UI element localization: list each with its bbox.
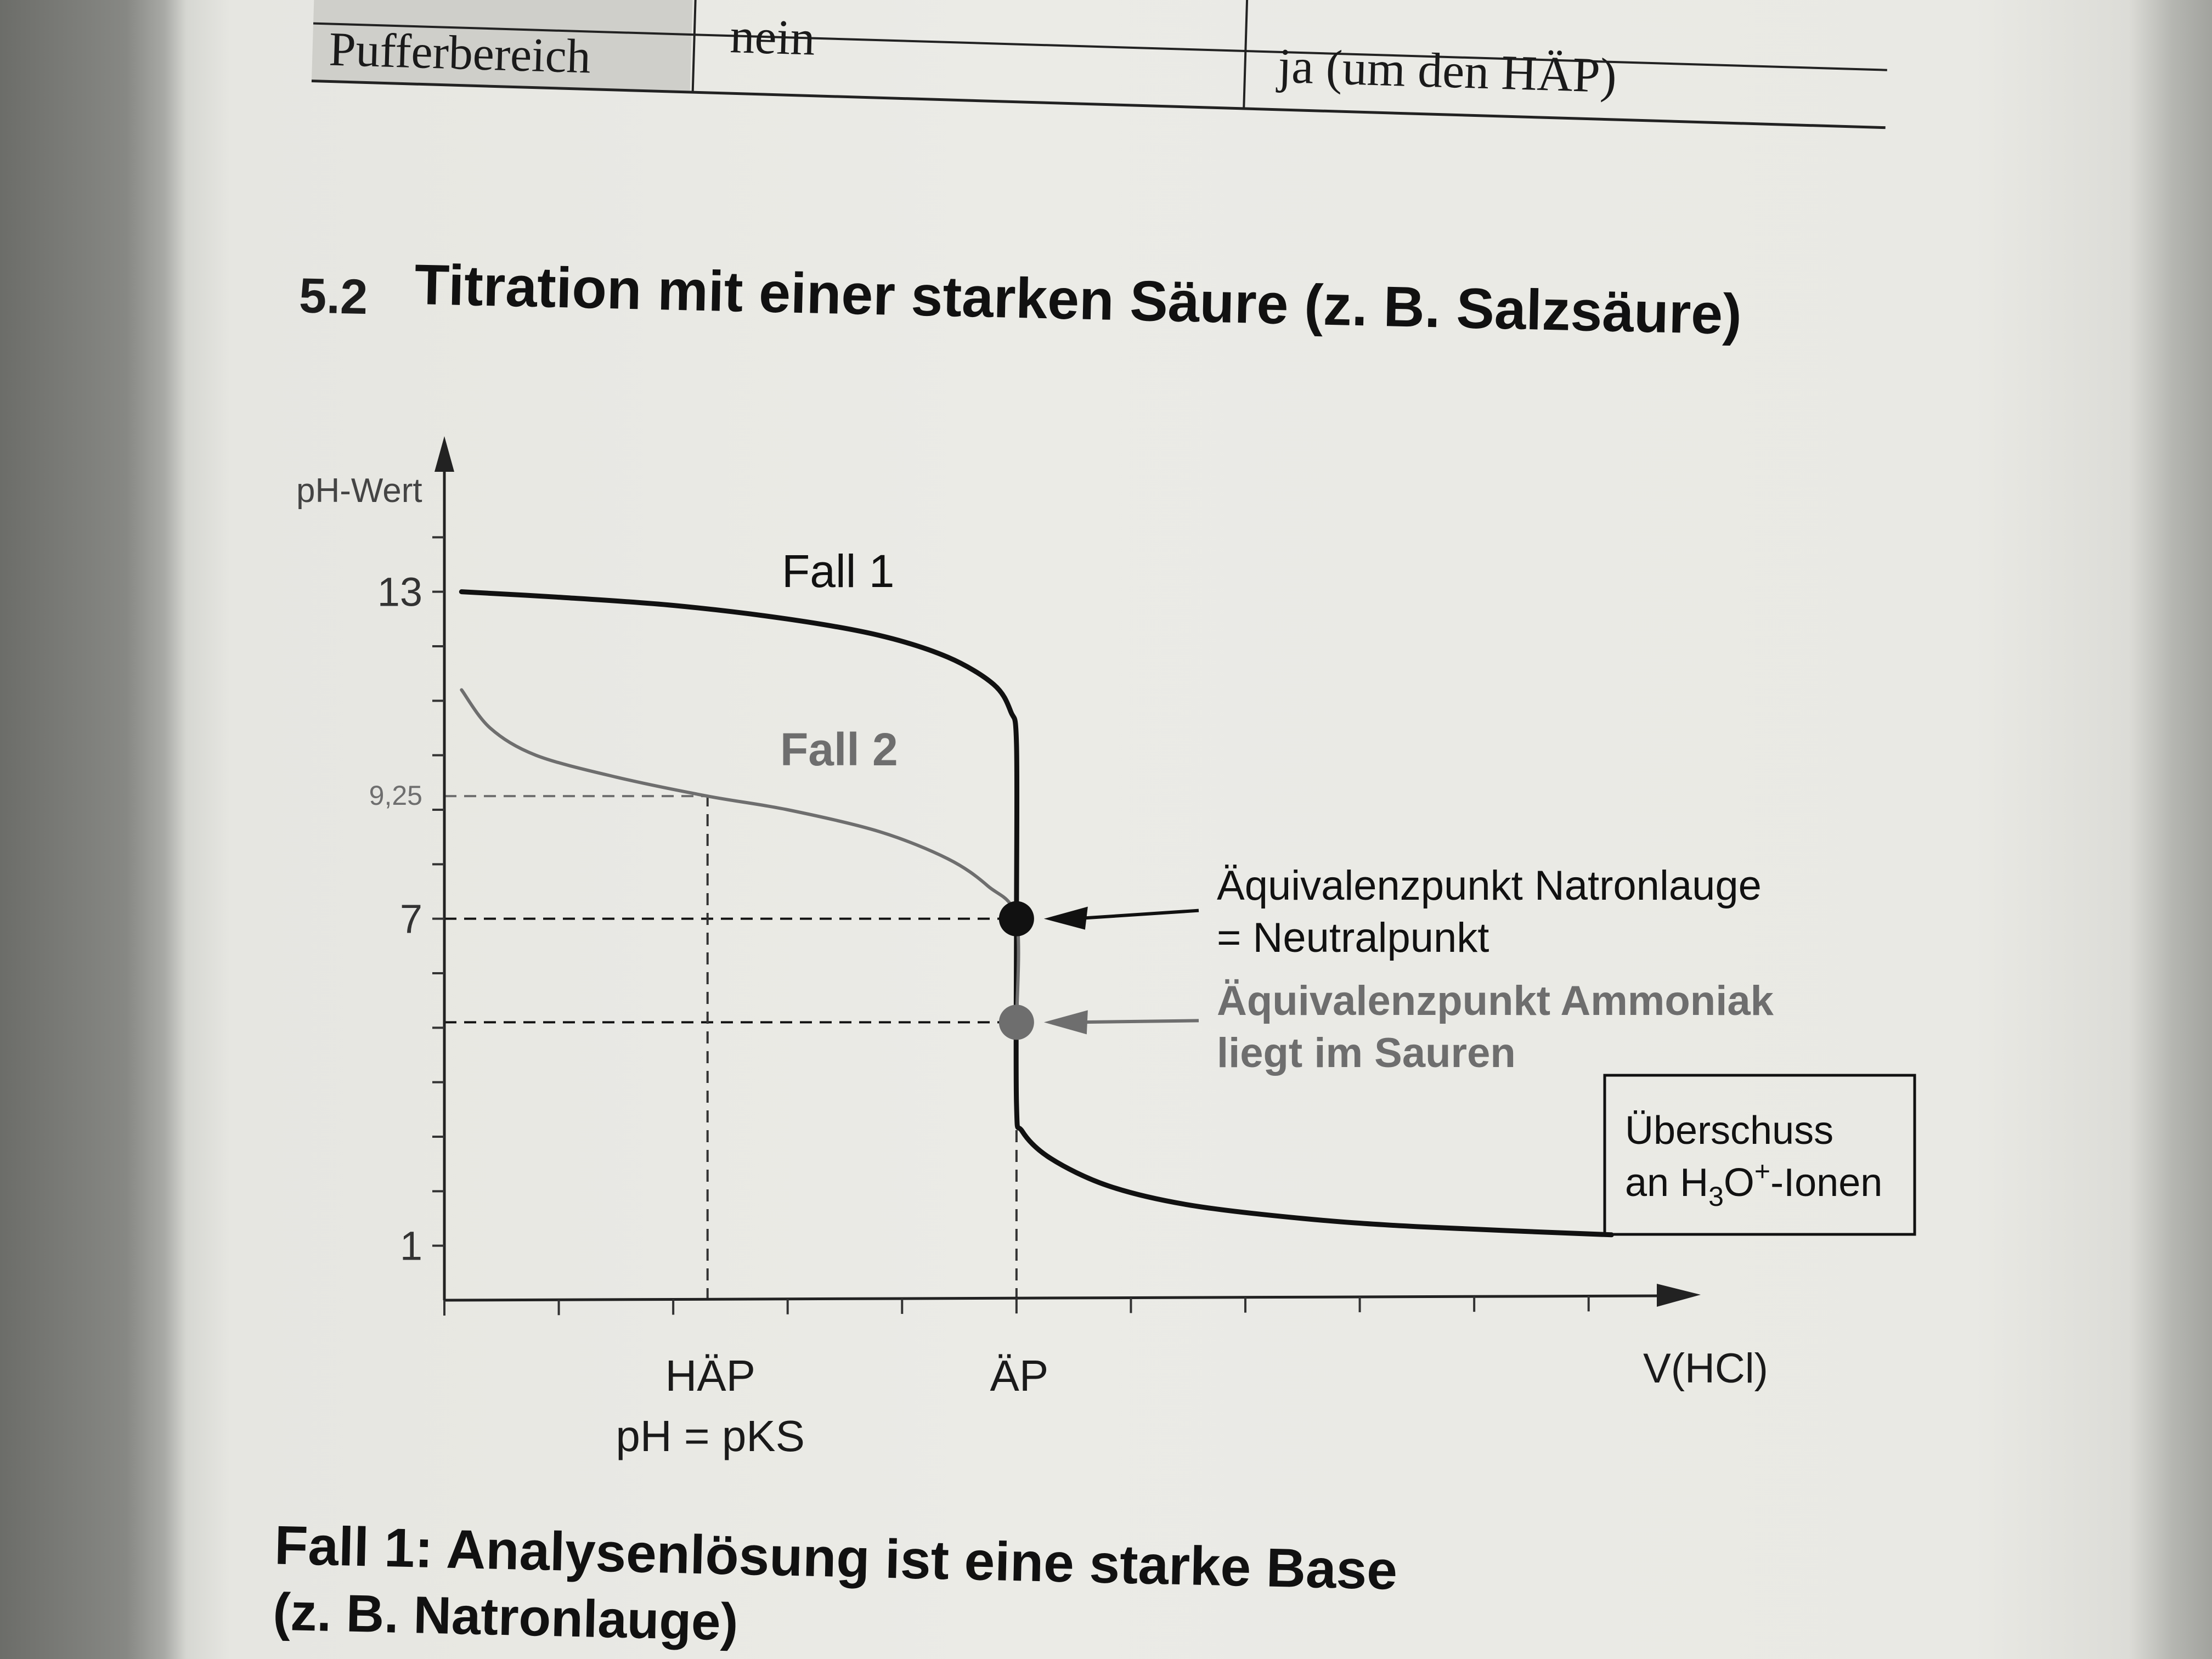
arrow-nh3-shaft (1074, 1019, 1199, 1024)
chart-series-layer (459, 589, 1614, 1238)
x-tick-label: pH = pKS (616, 1412, 805, 1460)
section-title: Titration mit einer starken Säure (z. B.… (414, 253, 1742, 347)
y-axis-label: pH-Wert (296, 472, 422, 510)
section-heading: 5.2 Titration mit einer starken Säure (z… (298, 253, 1742, 347)
series-line-fall-1 (459, 589, 1614, 1238)
table-row-divider (313, 22, 1887, 71)
reference-lines (444, 795, 1018, 1300)
table-column-divider (691, 0, 698, 93)
table-cell: ja (um den HÄP) (1276, 39, 1617, 103)
box-label-part: -Ionen (1770, 1161, 1882, 1205)
y-axis-arrow (435, 436, 454, 472)
box-label-part: O (1724, 1161, 1754, 1205)
chart-annotations: Fall 1 Fall 2 Äquivalenzpunkt Natronlauge =… (780, 545, 1916, 1236)
y-tick-label: 1 (400, 1223, 422, 1269)
annotation-aep-nh3: Äquivalenzpunkt Ammoniak (1217, 978, 1774, 1024)
arrow-naoh-head (1043, 906, 1088, 930)
equivalence-point-nh3 (998, 1005, 1034, 1040)
y-tick-label: 7 (400, 896, 422, 942)
box-label-line1: Überschuss (1625, 1109, 1833, 1153)
annotation-neutralpunkt: = Neutralpunkt (1217, 915, 1489, 961)
x-axis-arrow (1657, 1284, 1701, 1307)
series-line-fall-2 (460, 688, 1020, 1024)
series-label-fall-2: Fall 2 (780, 724, 898, 775)
annotation-aep-naoh: Äquivalenzpunkt Natronlauge (1217, 862, 1762, 909)
table-header-cell (311, 0, 695, 93)
x-axis-line (444, 1294, 1663, 1302)
table-cell: nein (729, 9, 816, 66)
table-column-divider (1243, 0, 1249, 109)
footer-heading: Fall 1: Analysenlösung ist eine starke B… (272, 1515, 1398, 1652)
y-tick-label: 13 (377, 569, 422, 615)
y-tick-label: 9,25 (369, 780, 422, 811)
x-tick-label: HÄP (665, 1351, 755, 1400)
case-subline: (z. B. Natronlauge) (272, 1582, 738, 1651)
equivalence-point-naoh (998, 901, 1034, 936)
properties-table: Pufferbereich nein ja (um den HÄP) (311, 0, 1887, 129)
table-row-label: Pufferbereich (328, 22, 591, 83)
box-label-line2: an H3O+-Ionen (1625, 1156, 1882, 1212)
arrow-nh3-head (1043, 1010, 1088, 1035)
chart-points (998, 901, 1034, 1040)
box-label-part: 3 (1708, 1181, 1724, 1212)
titration-chart: pH-Wert V(HCl) 13 9,25 7 1 HÄP pH = pKS ÄP Fall … (296, 436, 1916, 1460)
chart-axes (432, 436, 1701, 1316)
x-axis-label: V(HCl) (1643, 1345, 1768, 1392)
section-number: 5.2 (298, 268, 368, 325)
box-label-part: an H (1625, 1161, 1708, 1205)
box-label-part: + (1754, 1156, 1770, 1187)
excess-ions-box (1603, 1074, 1916, 1236)
annotation-im-sauren: liegt im Sauren (1217, 1030, 1516, 1076)
chart-labels: pH-Wert V(HCl) 13 9,25 7 1 HÄP pH = pKS ÄP (296, 472, 1768, 1460)
arrow-naoh-shaft (1074, 909, 1199, 921)
table-bottom-border (311, 80, 1886, 129)
x-tick-label: ÄP (990, 1351, 1048, 1400)
series-label-fall-1: Fall 1 (782, 545, 894, 597)
